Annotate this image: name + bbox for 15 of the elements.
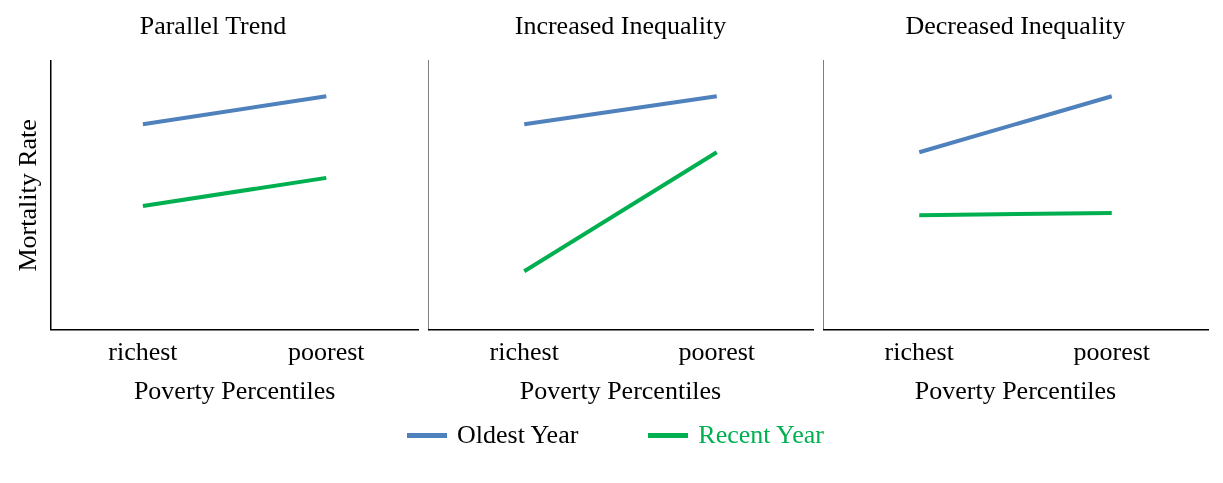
x-tick-label: richest [884,337,955,367]
x-tick-label: poorest [288,337,366,367]
x-tick-label: richest [489,337,560,367]
x-tick-label: poorest [678,337,756,367]
y-axis-title: Mortality Rate [13,119,43,272]
x-tick-label: richest [108,337,179,367]
legend-label: Recent Year [698,420,824,450]
chart-title: Parallel Trend [139,11,287,41]
chart-title: Decreased Inequality [905,11,1126,41]
x-axis-title: Poverty Percentiles [133,376,336,406]
x-tick-label: poorest [1073,337,1151,367]
x-axis-title: Poverty Percentiles [519,376,722,406]
legend-label: Oldest Year [457,420,579,450]
chart-title: Increased Inequality [514,11,727,41]
x-axis-title: Poverty Percentiles [914,376,1117,406]
